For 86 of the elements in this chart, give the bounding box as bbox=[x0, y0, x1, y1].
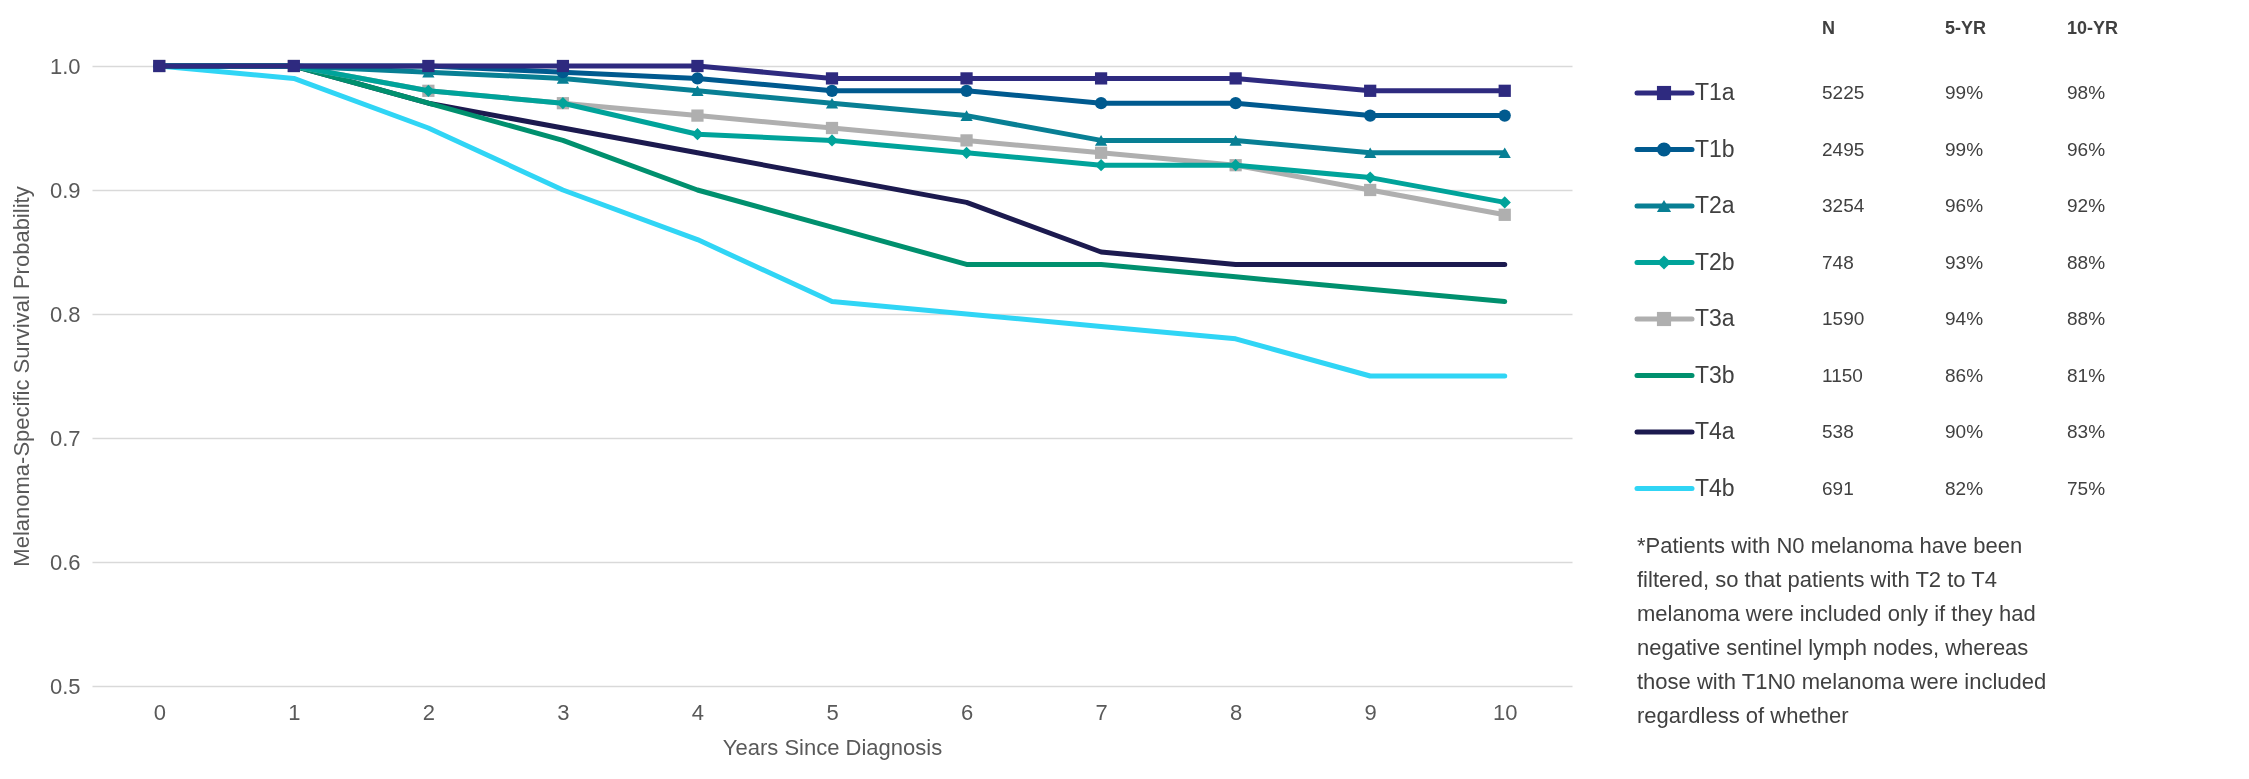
x-axis-title: Years Since Diagnosis bbox=[722, 734, 943, 760]
legend-label: T1a bbox=[1695, 79, 1735, 105]
point bbox=[556, 59, 570, 73]
point bbox=[691, 109, 704, 122]
x-tick-label: 0 bbox=[153, 699, 166, 725]
x-tick-label: 7 bbox=[1095, 699, 1108, 725]
point bbox=[1094, 146, 1108, 159]
text: 748 bbox=[1822, 251, 1854, 273]
text: 1590 bbox=[1822, 308, 1865, 329]
text: 82% bbox=[1945, 477, 1984, 499]
text: 98% bbox=[2067, 82, 2106, 103]
text: 691 bbox=[1822, 477, 1854, 499]
text: 88% bbox=[2067, 251, 2106, 273]
x-tick-label: 8 bbox=[1230, 699, 1243, 725]
point bbox=[1498, 208, 1511, 221]
text: 96% bbox=[1945, 195, 1984, 216]
text: N bbox=[1822, 18, 1835, 38]
point bbox=[1229, 135, 1242, 146]
x-tick-label: 6 bbox=[960, 699, 974, 725]
point bbox=[1094, 97, 1108, 110]
text: 90% bbox=[1945, 421, 1984, 442]
text: 2495 bbox=[1822, 138, 1865, 160]
text: 538 bbox=[1822, 421, 1854, 442]
x-tick-label: 2 bbox=[422, 699, 435, 725]
text: 81% bbox=[2067, 364, 2106, 386]
point bbox=[1094, 72, 1108, 85]
y-tick-label: 0.7 bbox=[49, 425, 81, 451]
point bbox=[1364, 109, 1377, 122]
text: 99% bbox=[1945, 82, 1984, 103]
point bbox=[691, 85, 704, 97]
point bbox=[1364, 171, 1377, 184]
y-tick-label: 0.8 bbox=[49, 301, 81, 327]
text: *Patients with N0 melanoma have been filtered, so that patients with T2 to T4 melanoma were included only if they had negative sentinel lymph nodes, whereas those with T1N0 melanoma were included regardless of whether bbox=[1637, 533, 2047, 728]
legend-label: T2a bbox=[1695, 192, 1735, 218]
point bbox=[1229, 97, 1242, 110]
point bbox=[825, 72, 839, 85]
point bbox=[1498, 84, 1511, 97]
text: 5-YR bbox=[1945, 18, 1987, 38]
text: 86% bbox=[1945, 364, 1984, 386]
y-tick-label: 0.5 bbox=[49, 673, 81, 699]
point bbox=[691, 59, 704, 73]
y-tick-label: 0.9 bbox=[49, 177, 81, 203]
point bbox=[1364, 183, 1377, 197]
point bbox=[825, 84, 839, 97]
x-tick-label: 9 bbox=[1364, 699, 1377, 725]
point bbox=[1498, 109, 1511, 122]
y-tick-label: 0.6 bbox=[49, 549, 81, 575]
point bbox=[691, 72, 704, 85]
text: 92% bbox=[2067, 195, 2106, 216]
x-tick-label: 3 bbox=[557, 699, 570, 725]
text: 10-YR bbox=[2067, 18, 2119, 38]
legend-label: T4b bbox=[1695, 474, 1735, 501]
x-tick-label: 5 bbox=[826, 699, 839, 725]
legend-label: T1b bbox=[1695, 135, 1735, 162]
point bbox=[825, 97, 839, 109]
point bbox=[1498, 147, 1511, 159]
text: 75% bbox=[2067, 477, 2106, 499]
x-tick-label: 1 bbox=[288, 699, 301, 725]
legend-label: T3b bbox=[1695, 361, 1735, 388]
text: 93% bbox=[1945, 251, 1984, 273]
x-tick-label: 4 bbox=[691, 699, 705, 725]
point bbox=[825, 134, 839, 147]
text: 99% bbox=[1945, 138, 1984, 160]
text: 3254 bbox=[1822, 195, 1865, 216]
point bbox=[825, 121, 839, 135]
point bbox=[1498, 196, 1511, 209]
text: 83% bbox=[2067, 421, 2106, 442]
point bbox=[960, 72, 973, 85]
text: 96% bbox=[2067, 138, 2106, 160]
point bbox=[1364, 84, 1377, 97]
y-axis-title: Melanoma-Specific Survival Probability bbox=[8, 186, 34, 567]
text: 5225 bbox=[1822, 82, 1865, 103]
text: 1150 bbox=[1822, 364, 1863, 386]
x-tick-label: 10 bbox=[1492, 699, 1518, 725]
legend-label: T4a bbox=[1695, 418, 1735, 444]
point bbox=[1229, 72, 1242, 85]
legend-label: T2b bbox=[1695, 248, 1735, 275]
point bbox=[1094, 135, 1108, 146]
point bbox=[960, 110, 973, 121]
text: 88% bbox=[2067, 308, 2106, 329]
point bbox=[960, 84, 973, 97]
point bbox=[1364, 147, 1377, 159]
text: 94% bbox=[1945, 308, 1984, 329]
y-tick-label: 1.0 bbox=[49, 53, 81, 79]
legend-label: T3a bbox=[1695, 305, 1735, 331]
point bbox=[960, 134, 973, 147]
